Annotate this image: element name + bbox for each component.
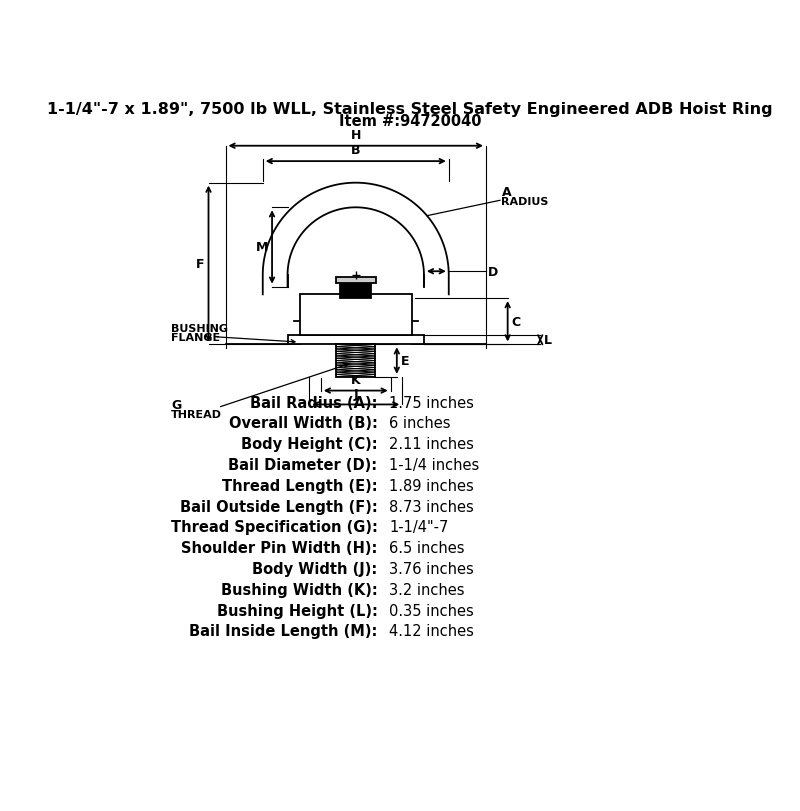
Bar <box>287 336 424 345</box>
Text: Body Height (C):: Body Height (C): <box>241 436 378 452</box>
Text: 3.76 inches: 3.76 inches <box>389 561 474 577</box>
Text: Body Width (J):: Body Width (J): <box>252 561 378 577</box>
Text: 4.12 inches: 4.12 inches <box>389 624 474 638</box>
Text: FLANGE: FLANGE <box>171 333 221 342</box>
Text: L: L <box>544 334 552 347</box>
Text: 1-1/4 inches: 1-1/4 inches <box>389 457 479 473</box>
Text: 0.35 inches: 0.35 inches <box>389 603 474 618</box>
Text: Bail Radius (A):: Bail Radius (A): <box>250 395 378 410</box>
Text: C: C <box>511 315 521 328</box>
Text: F: F <box>196 258 205 271</box>
Text: BUSHING: BUSHING <box>171 324 228 333</box>
Text: 1.75 inches: 1.75 inches <box>389 395 474 410</box>
Text: 6.5 inches: 6.5 inches <box>389 540 465 556</box>
Text: Bushing Width (K):: Bushing Width (K): <box>221 582 378 597</box>
Text: 3.2 inches: 3.2 inches <box>389 582 465 597</box>
Text: J: J <box>354 388 358 401</box>
Text: H: H <box>350 129 361 142</box>
Text: Bail Outside Length (F):: Bail Outside Length (F): <box>180 499 378 514</box>
Text: G: G <box>171 398 182 411</box>
Text: Thread Length (E):: Thread Length (E): <box>222 478 378 493</box>
Text: 6 inches: 6 inches <box>389 416 450 431</box>
Text: 2.11 inches: 2.11 inches <box>389 436 474 452</box>
Text: Bail Inside Length (M):: Bail Inside Length (M): <box>189 624 378 638</box>
Text: Item #:94720040: Item #:94720040 <box>338 114 482 128</box>
Text: Bushing Height (L):: Bushing Height (L): <box>217 603 378 618</box>
Text: THREAD: THREAD <box>171 410 222 420</box>
Text: 8.73 inches: 8.73 inches <box>389 499 474 514</box>
Bar <box>300 295 411 336</box>
Text: M: M <box>256 241 268 254</box>
Text: 1-1/4"-7: 1-1/4"-7 <box>389 520 449 534</box>
Text: Thread Specification (G):: Thread Specification (G): <box>170 520 378 534</box>
Bar <box>336 277 376 283</box>
Text: Overall Width (B):: Overall Width (B): <box>229 416 378 431</box>
Text: Bail Diameter (D):: Bail Diameter (D): <box>228 457 378 473</box>
Text: 1.89 inches: 1.89 inches <box>389 478 474 493</box>
Text: E: E <box>401 354 409 367</box>
Text: Shoulder Pin Width (H):: Shoulder Pin Width (H): <box>181 540 378 556</box>
Text: D: D <box>488 265 498 278</box>
Text: 1-1/4"-7 x 1.89", 7500 lb WLL, Stainless Steel Safety Engineered ADB Hoist Ring: 1-1/4"-7 x 1.89", 7500 lb WLL, Stainless… <box>47 102 773 117</box>
Text: RADIUS: RADIUS <box>502 197 549 207</box>
Text: B: B <box>351 144 361 157</box>
Text: K: K <box>351 374 361 387</box>
Bar <box>336 345 375 377</box>
Bar <box>340 283 371 298</box>
Text: A: A <box>502 186 511 199</box>
